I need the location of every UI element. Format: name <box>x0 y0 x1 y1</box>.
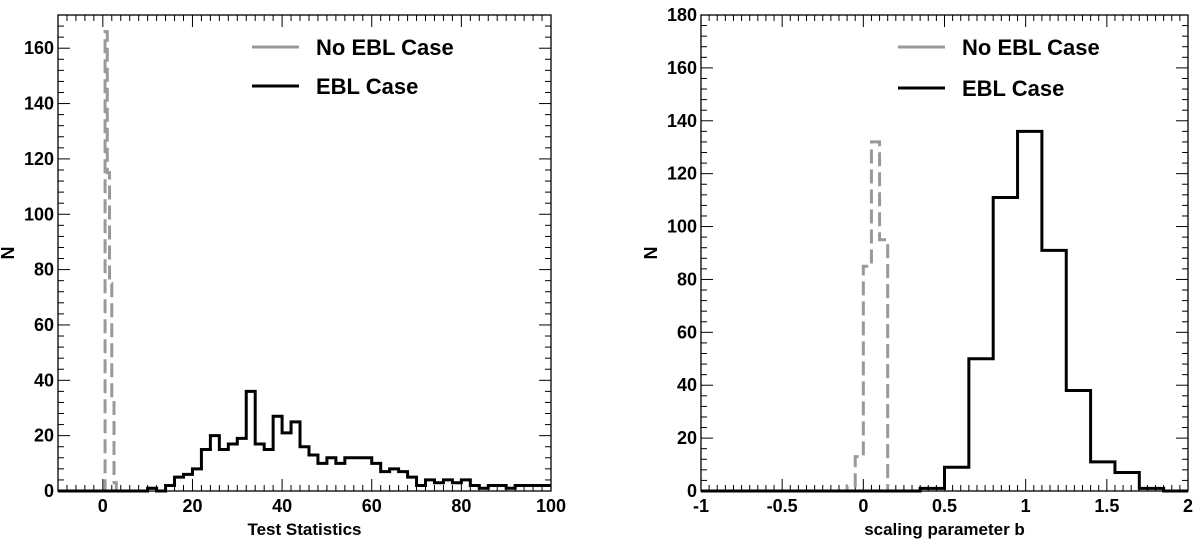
y-tick-label: 0 <box>44 481 54 501</box>
y-tick-label: 80 <box>677 269 697 289</box>
y-tick-label: 0 <box>687 481 697 501</box>
x-tick-label: 100 <box>536 496 566 516</box>
legend-label: EBL Case <box>962 76 1064 101</box>
y-tick-label: 60 <box>34 315 54 335</box>
y-tick-label: 180 <box>667 5 697 25</box>
x-tick-label: 40 <box>272 496 292 516</box>
no-ebl-series-line <box>102 30 118 493</box>
legend-label: No EBL Case <box>962 35 1100 60</box>
x-tick-label: -0.5 <box>767 496 798 516</box>
ebl-series-line <box>701 129 1188 493</box>
y-tick-label: 60 <box>677 322 697 342</box>
x-tick-label: 1 <box>1021 496 1031 516</box>
y-tick-label: 80 <box>34 260 54 280</box>
legend-label: No EBL Case <box>316 35 454 60</box>
y-tick-label: 120 <box>667 164 697 184</box>
y-tick-label: 40 <box>677 375 697 395</box>
x-tick-label: -1 <box>693 496 709 516</box>
ebl-series-line <box>58 389 551 493</box>
y-tick-label: 40 <box>34 370 54 390</box>
x-tick-label: 2 <box>1183 496 1193 516</box>
y-tick-label: 120 <box>24 149 54 169</box>
no-ebl-series-line <box>838 140 890 493</box>
x-axis-label: scaling parameter b <box>864 520 1025 539</box>
x-tick-label: 0 <box>858 496 868 516</box>
x-tick-label: 0.5 <box>932 496 957 516</box>
x-tick-label: 1.5 <box>1094 496 1119 516</box>
y-tick-label: 100 <box>667 217 697 237</box>
legend-label: EBL Case <box>316 74 418 99</box>
y-tick-label: 20 <box>34 426 54 446</box>
y-tick-label: 140 <box>667 111 697 131</box>
left-panel: 0 20 40 60 80 100 0 20 40 60 80 100 120 140 160 Test St… <box>0 14 566 539</box>
plot-frame <box>700 14 1189 492</box>
x-tick-label: 60 <box>362 496 382 516</box>
y-tick-label: 20 <box>677 428 697 448</box>
y-axis-label: N <box>641 247 661 260</box>
x-tick-label: 20 <box>182 496 202 516</box>
plot-frame <box>57 14 552 492</box>
y-tick-label: 100 <box>24 204 54 224</box>
x-tick-label: 80 <box>451 496 471 516</box>
y-tick-label: 160 <box>667 58 697 78</box>
x-axis-label: Test Statistics <box>247 520 361 539</box>
x-tick-label: 0 <box>98 496 108 516</box>
right-panel: -1 -0.5 0 0.5 1 1.5 2020406080100120140160180s… <box>641 5 1193 539</box>
y-axis-label: N <box>0 247 18 260</box>
y-tick-label: 160 <box>24 38 54 58</box>
y-tick-label: 140 <box>24 94 54 114</box>
